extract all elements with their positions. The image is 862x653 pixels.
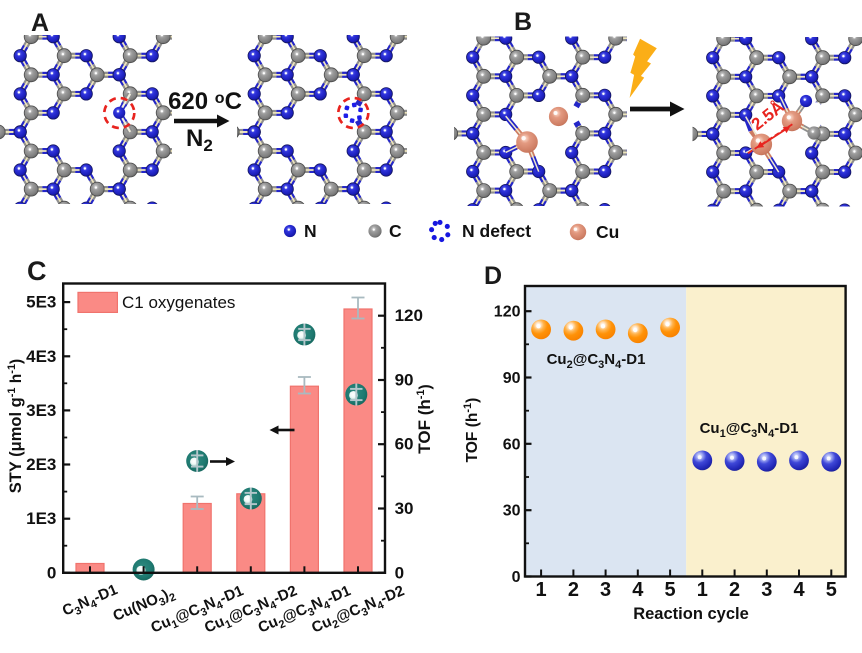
svg-text:0: 0 xyxy=(512,569,521,586)
svg-text:3E3: 3E3 xyxy=(26,401,56,420)
svg-text:60: 60 xyxy=(395,435,414,454)
svg-text:5E3: 5E3 xyxy=(26,293,56,312)
svg-text:0: 0 xyxy=(395,563,404,582)
svg-text:1: 1 xyxy=(697,579,708,601)
svg-text:TOF (h-1): TOF (h-1) xyxy=(462,398,481,463)
svg-text:2E3: 2E3 xyxy=(26,455,56,474)
svg-text:120: 120 xyxy=(395,306,423,325)
svg-text:Reaction cycle: Reaction cycle xyxy=(633,605,749,623)
svg-text:N: N xyxy=(304,221,317,241)
svg-text:30: 30 xyxy=(395,499,414,518)
svg-text:2: 2 xyxy=(568,579,579,601)
svg-text:3: 3 xyxy=(600,579,611,601)
svg-text:60: 60 xyxy=(503,436,521,453)
svg-text:4E3: 4E3 xyxy=(26,347,56,366)
svg-text:N2: N2 xyxy=(186,125,213,155)
svg-text:C: C xyxy=(389,221,402,241)
svg-text:C3N4-D1: C3N4-D1 xyxy=(60,581,121,622)
svg-text:30: 30 xyxy=(503,503,521,520)
svg-text:620 oC: 620 oC xyxy=(168,88,242,115)
svg-text:N defect: N defect xyxy=(462,221,531,241)
svg-text:0: 0 xyxy=(47,563,56,582)
svg-text:5: 5 xyxy=(665,579,676,601)
svg-text:Cu: Cu xyxy=(596,222,619,242)
svg-text:4: 4 xyxy=(632,579,644,601)
svg-text:C1 oxygenates: C1 oxygenates xyxy=(122,293,235,312)
svg-text:TOF (h-1): TOF (h-1) xyxy=(415,384,434,453)
svg-text:A: A xyxy=(31,9,49,37)
svg-text:1: 1 xyxy=(536,579,547,601)
svg-text:4: 4 xyxy=(793,579,805,601)
svg-text:STY (μmol g-1 h-1): STY (μmol g-1 h-1) xyxy=(6,359,25,493)
svg-text:3: 3 xyxy=(761,579,772,601)
svg-text:2: 2 xyxy=(729,579,740,601)
svg-text:C: C xyxy=(27,256,47,286)
svg-text:5: 5 xyxy=(826,579,837,601)
svg-text:120: 120 xyxy=(494,304,521,321)
svg-text:90: 90 xyxy=(503,370,521,387)
svg-text:B: B xyxy=(514,8,532,36)
svg-text:90: 90 xyxy=(395,371,414,390)
svg-text:1E3: 1E3 xyxy=(26,509,56,528)
svg-text:D: D xyxy=(484,262,502,290)
